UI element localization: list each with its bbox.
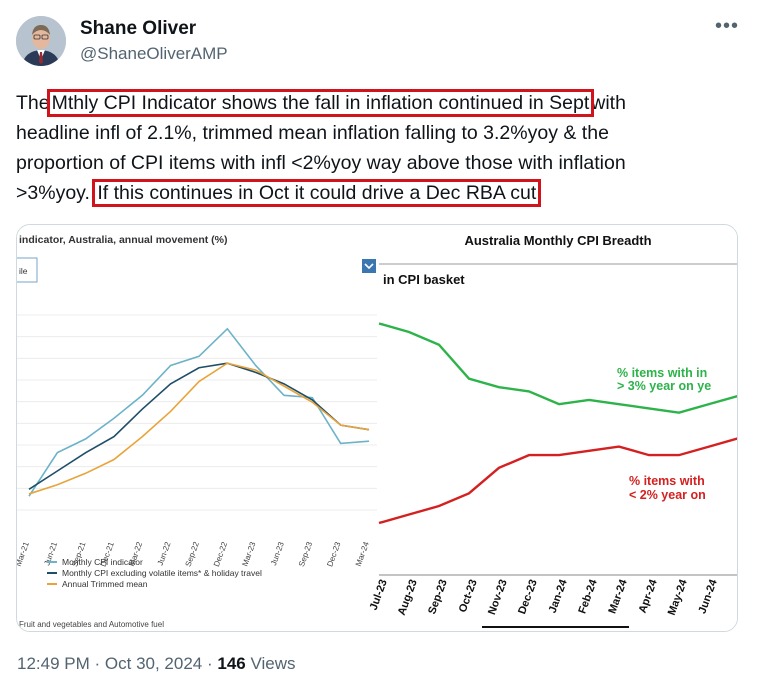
tweet-line-3: proportion of CPI items with infl <2%yoy… (16, 152, 626, 174)
left-chart-select-box[interactable] (17, 257, 38, 283)
avatar[interactable] (16, 16, 66, 66)
tweet-text: The Mthly CPI Indicator shows the fall in… (16, 88, 756, 208)
avatar-image (16, 16, 66, 66)
views-label: Views (250, 654, 296, 673)
right-chart: Australia Monthly CPI Breadth in CPI bas… (368, 225, 738, 631)
series-line (28, 327, 370, 497)
x-tick-label: J (736, 578, 738, 588)
tweet-text-fragment: with (591, 92, 626, 114)
right-chart-series (378, 322, 737, 525)
more-horizontal-icon[interactable]: ••• (714, 15, 739, 37)
author-name[interactable]: Shane Oliver (80, 18, 197, 39)
tweet-line-2: headline infl of 2.1%, trimmed mean infl… (16, 122, 609, 144)
chevron-down-icon[interactable] (362, 259, 376, 273)
legend-label: Monthly CPI indicator (62, 557, 143, 567)
left-chart-title: indicator, Australia, annual movement (%… (19, 234, 228, 246)
left-chart-box-label: ile (19, 266, 28, 276)
tweet-time[interactable]: 12:49 PM (17, 654, 90, 673)
tweet-text-fragment: >3%yoy. (16, 182, 90, 204)
right-chart-subtitle: in CPI basket (383, 272, 465, 287)
red-series-label-2: < 2% year on (629, 488, 706, 502)
legend-label: Annual Trimmed mean (62, 579, 148, 589)
highlight-box: If this continues in Oct it could drive … (92, 179, 542, 207)
views-count: 146 (217, 654, 246, 673)
left-chart: indicator, Australia, annual movement (%… (17, 225, 377, 631)
tweet-media[interactable]: indicator, Australia, annual movement (%… (16, 224, 738, 632)
series-line (28, 362, 370, 495)
tweet-line-1: The Mthly CPI Indicator shows the fall in… (16, 88, 756, 118)
red-series-label-1: % items with (629, 474, 705, 488)
green-series-label-2: > 3% year on ye (617, 379, 711, 393)
left-chart-grid (17, 314, 377, 511)
chart-image: indicator, Australia, annual movement (%… (17, 225, 738, 631)
series-line (378, 322, 737, 414)
left-chart-footnote: Fruit and vegetables and Automotive fuel (19, 620, 164, 629)
meta-separator: · (94, 654, 101, 673)
meta-separator: · (206, 654, 213, 673)
highlight-box: Mthly CPI Indicator shows the fall in in… (46, 89, 595, 117)
tweet-text-fragment: The (16, 92, 50, 114)
tweet-line-4: >3%yoy. If this continues in Oct it coul… (16, 178, 756, 208)
author-handle[interactable]: @ShaneOliverAMP (80, 44, 228, 63)
legend-label: Monthly CPI excluding volatile items* & … (62, 568, 262, 578)
tweet-date[interactable]: Oct 30, 2024 (104, 654, 203, 673)
series-line (28, 362, 370, 491)
tweet-meta: 12:49 PM · Oct 30, 2024 · 146 Views (17, 654, 296, 674)
left-chart-series (28, 327, 370, 497)
right-chart-title: Australia Monthly CPI Breadth (464, 233, 651, 248)
green-series-label-1: % items with in (617, 366, 707, 380)
series-line (378, 437, 737, 525)
